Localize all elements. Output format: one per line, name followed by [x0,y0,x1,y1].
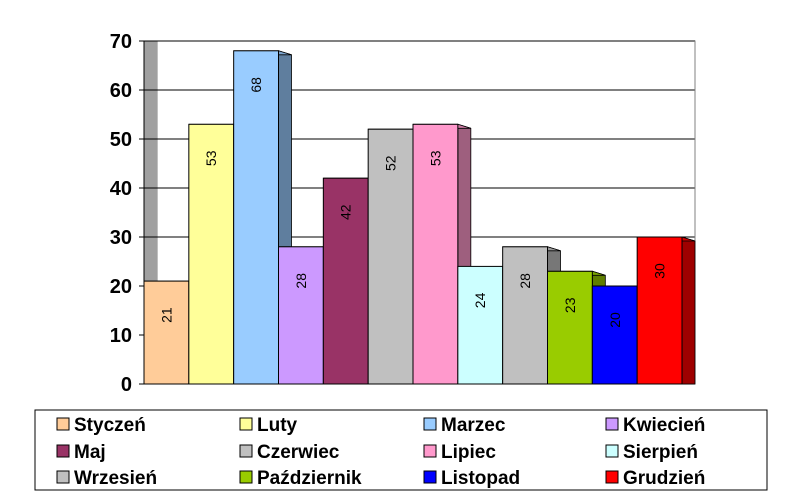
bars [143,50,696,385]
y-tick-label: 20 [110,276,132,298]
legend-label: Styczeń [74,415,146,436]
legend-box [34,409,768,491]
data-label: 30 [652,263,668,279]
bar-front [591,285,638,385]
legend-label: Wrzesień [74,468,157,489]
legend-label: Grudzień [623,468,705,489]
data-label: 68 [248,77,264,93]
bar-side [681,236,696,385]
bar-front [412,123,459,385]
legend-item: Kwiecień [605,415,705,436]
bar-front [367,128,414,385]
legend-swatch [605,470,619,484]
y-tick-label: 30 [110,227,132,249]
y-tick-label: 10 [110,325,132,347]
bar-front [233,50,280,385]
bar-front [143,280,190,385]
data-label: 53 [203,150,219,166]
legend-label: Maj [74,442,106,463]
data-label: 23 [562,297,578,313]
y-tick-label: 50 [110,129,132,151]
bar-front [322,177,369,385]
legend-swatch [56,417,70,431]
legend: Styczeń Luty Marzec Kwiecień Maj Czerwiec Lipi… [34,409,768,491]
data-label: 53 [427,150,443,166]
legend-item: Styczeń [56,415,146,436]
legend-swatch [605,444,619,458]
legend-label: Luty [257,415,298,436]
bar-front [547,270,593,385]
legend-item: Sierpień [605,442,698,463]
bar-front [502,246,548,385]
data-label: 28 [517,273,533,289]
legend-swatch [56,444,70,458]
data-label: 20 [607,312,623,328]
legend-label: Lipiec [441,442,496,463]
legend-label: Marzec [441,415,506,436]
legend-swatch [423,417,437,431]
legend-swatch [423,444,437,458]
legend-item: Październik [239,468,362,489]
legend-label: Czerwiec [257,442,340,463]
data-label: 28 [293,273,309,289]
bar-front [188,123,235,385]
legend-item: Wrzesień [56,468,157,489]
legend-label: Sierpień [623,442,698,463]
legend-label: Kwiecień [623,415,705,436]
y-tick-label: 60 [110,80,132,102]
legend-label: Październik [257,468,362,489]
bar-front [278,246,324,385]
data-label: 24 [472,292,488,308]
y-tick-label: 70 [110,31,132,53]
data-label: 52 [383,155,399,171]
legend-swatch [239,470,253,484]
legend-swatch [239,417,253,431]
legend-item: Czerwiec [239,442,340,463]
legend-item: Marzec [423,415,506,436]
legend-swatch [605,417,619,431]
y-tick-label: 40 [110,178,132,200]
data-label: 42 [338,204,354,220]
legend-item: Maj [56,442,106,463]
legend-item: Lipiec [423,442,496,463]
y-tick-label: 0 [121,374,132,396]
legend-item: Grudzień [605,468,705,489]
legend-swatch [423,470,437,484]
data-label: 21 [158,307,174,323]
legend-item: Luty [239,415,298,436]
bar-front [636,236,683,385]
legend-item: Listopad [423,468,520,489]
bar-front [457,265,504,385]
legend-swatch [239,444,253,458]
bar [636,236,696,385]
data-labels: 21 53 68 28 42 52 53 24 28 23 20 30 [158,77,667,328]
legend-swatch [56,470,70,484]
y-tick-labels: 0 10 20 30 40 50 60 70 [110,31,132,396]
legend-label: Listopad [441,468,520,489]
